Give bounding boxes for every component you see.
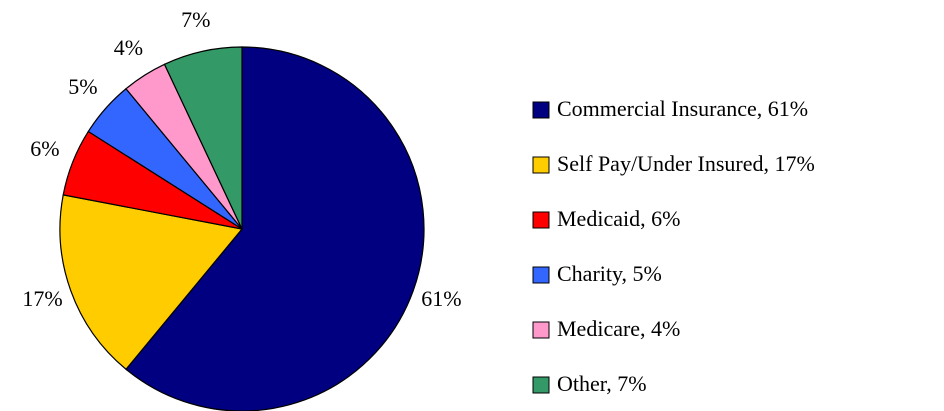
legend-label: Self Pay/Under Insured, 17% xyxy=(557,151,815,176)
data-label: 4% xyxy=(114,35,143,60)
legend-swatch xyxy=(532,156,550,174)
data-label: 61% xyxy=(421,286,461,311)
legend-swatch xyxy=(532,376,550,394)
legend-label: Charity, 5% xyxy=(557,261,662,286)
legend-label: Medicare, 4% xyxy=(557,316,680,341)
legend-swatch xyxy=(532,266,550,284)
pie-slice xyxy=(59,194,244,371)
legend-label: Commercial Insurance, 61% xyxy=(557,96,808,121)
pie-slice xyxy=(163,46,243,230)
data-label: 7% xyxy=(181,7,210,32)
data-label: 17% xyxy=(22,286,62,311)
legend-label: Medicaid, 6% xyxy=(557,206,680,231)
data-label: 6% xyxy=(30,136,59,161)
legend-swatch xyxy=(532,211,550,229)
legend-swatch xyxy=(532,101,550,119)
pie-slice xyxy=(125,46,425,411)
legend-swatch xyxy=(532,321,550,339)
legend-label: Other, 7% xyxy=(557,371,647,396)
data-label: 5% xyxy=(68,74,97,99)
